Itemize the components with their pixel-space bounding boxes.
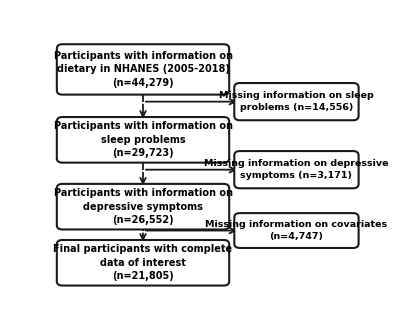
Text: Final participants with complete
data of interest
(n=21,805): Final participants with complete data of… [54, 244, 232, 281]
Text: Participants with information on
sleep problems
(n=29,723): Participants with information on sleep p… [54, 121, 232, 158]
FancyBboxPatch shape [234, 213, 359, 248]
Text: Missing information on sleep
problems (n=14,556): Missing information on sleep problems (n… [219, 91, 374, 112]
Text: Participants with information on
dietary in NHANES (2005-2018)
(n=44,279): Participants with information on dietary… [54, 51, 232, 88]
FancyBboxPatch shape [57, 240, 229, 286]
FancyBboxPatch shape [57, 44, 229, 95]
FancyBboxPatch shape [57, 184, 229, 229]
FancyBboxPatch shape [57, 117, 229, 163]
FancyBboxPatch shape [234, 83, 359, 120]
Text: Participants with information on
depressive symptoms
(n=26,552): Participants with information on depress… [54, 188, 232, 225]
FancyBboxPatch shape [234, 151, 359, 188]
Text: Missing information on covariates
(n=4,747): Missing information on covariates (n=4,7… [205, 220, 388, 241]
Text: Missing information on depressive
symptoms (n=3,171): Missing information on depressive sympto… [204, 159, 389, 180]
